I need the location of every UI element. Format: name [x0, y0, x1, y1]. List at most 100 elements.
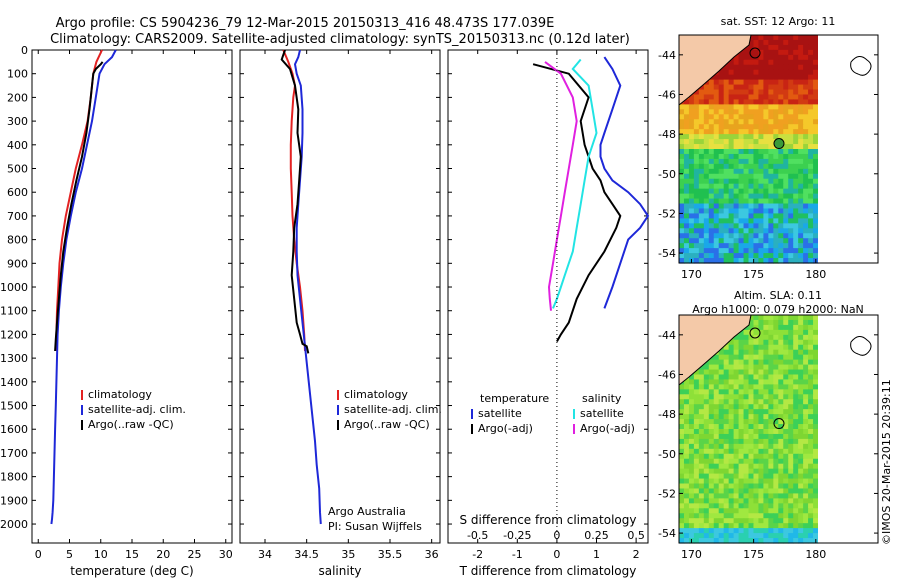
map-cell	[708, 374, 715, 381]
map-cell	[753, 94, 760, 101]
map-cell	[773, 35, 779, 41]
map-cell	[808, 508, 814, 514]
map-cell	[708, 258, 715, 264]
map-cell	[763, 419, 769, 425]
map-cell	[813, 344, 819, 351]
map-cell	[773, 339, 779, 346]
map-cell	[758, 315, 764, 321]
map-cell	[679, 463, 685, 470]
map-cell	[793, 419, 799, 425]
map-cell	[733, 433, 740, 440]
map-cell	[793, 518, 799, 524]
map-cell	[728, 384, 735, 390]
map-cell	[783, 253, 789, 259]
map-cell	[778, 518, 784, 524]
map-cell	[718, 414, 725, 420]
map-cell	[753, 218, 760, 224]
map-cell	[793, 468, 799, 475]
map-cell	[718, 518, 725, 524]
map-cell	[708, 188, 715, 195]
map-cell	[698, 208, 705, 215]
map-cell	[733, 79, 740, 86]
map-cell	[693, 379, 700, 385]
map-cell	[763, 429, 769, 435]
map-cell	[773, 319, 779, 326]
map-cell	[798, 493, 804, 499]
map-cell	[788, 168, 794, 175]
map-cell	[698, 453, 705, 460]
map-cell	[803, 69, 809, 76]
map-cell	[698, 129, 705, 135]
map-cell	[733, 59, 740, 66]
map-cell	[753, 443, 760, 450]
map-cell	[743, 198, 750, 205]
map-cell	[679, 404, 685, 410]
map-cell	[798, 109, 804, 115]
map-cell	[758, 409, 764, 415]
map-cell	[683, 508, 690, 514]
map-cell	[718, 163, 725, 170]
map-cell	[698, 414, 705, 420]
map-cell	[763, 233, 769, 239]
map-cell	[693, 433, 700, 440]
map-cell	[679, 394, 685, 400]
map-cell	[813, 139, 819, 145]
map-cell	[808, 124, 814, 130]
map-cell	[783, 458, 789, 465]
map-cell	[693, 523, 700, 529]
map-cell	[738, 533, 745, 539]
map-cell	[688, 473, 695, 480]
map-cell	[743, 463, 750, 470]
map-cell	[738, 163, 745, 170]
map-cell	[728, 208, 735, 215]
map-cell	[683, 384, 690, 390]
map-cell	[753, 258, 760, 264]
series-line	[544, 61, 578, 311]
map-cell	[768, 89, 774, 96]
map-cell	[793, 188, 799, 195]
x-tick-label: 34	[258, 548, 272, 561]
map-cell	[728, 503, 735, 509]
map-cell	[763, 369, 769, 376]
map-cell	[698, 119, 705, 125]
x-tick-label: 20	[156, 548, 170, 561]
map-cell	[748, 528, 755, 534]
map-cell	[733, 198, 740, 205]
map-cell	[763, 438, 769, 445]
map-cell	[728, 538, 735, 544]
map-cell	[783, 433, 789, 440]
map-cell	[763, 178, 769, 185]
map-cell	[733, 114, 740, 120]
map-cell	[758, 79, 764, 86]
map-cell	[713, 243, 720, 249]
map-cell	[788, 498, 794, 504]
y-tick-label: 400	[7, 139, 28, 152]
map-cell	[693, 443, 700, 450]
map-cell	[758, 238, 764, 244]
map-cell	[788, 248, 794, 254]
map-cell	[698, 134, 705, 140]
map-cell	[743, 149, 750, 155]
map-cell	[763, 49, 769, 56]
map-cell	[738, 394, 745, 400]
map-y-tick-label: -54	[658, 527, 676, 540]
map-cell	[773, 134, 779, 140]
map-cell	[813, 379, 819, 385]
map-cell	[713, 389, 720, 395]
map-cell	[713, 488, 720, 495]
map-cell	[803, 329, 809, 336]
map-cell	[763, 114, 769, 120]
map-cell	[683, 533, 690, 539]
map-y-tick-label: -54	[658, 247, 676, 260]
map-cell	[743, 518, 750, 524]
map-cell	[803, 364, 809, 371]
map-cell	[763, 315, 769, 321]
series-line	[599, 56, 650, 309]
map-cell	[718, 129, 725, 135]
map-cell	[748, 389, 755, 395]
y-tick-label: 1500	[0, 400, 28, 413]
map-cell	[813, 104, 819, 110]
map-cell	[758, 94, 764, 101]
land-polygon	[678, 314, 752, 387]
map-cell	[728, 114, 735, 120]
